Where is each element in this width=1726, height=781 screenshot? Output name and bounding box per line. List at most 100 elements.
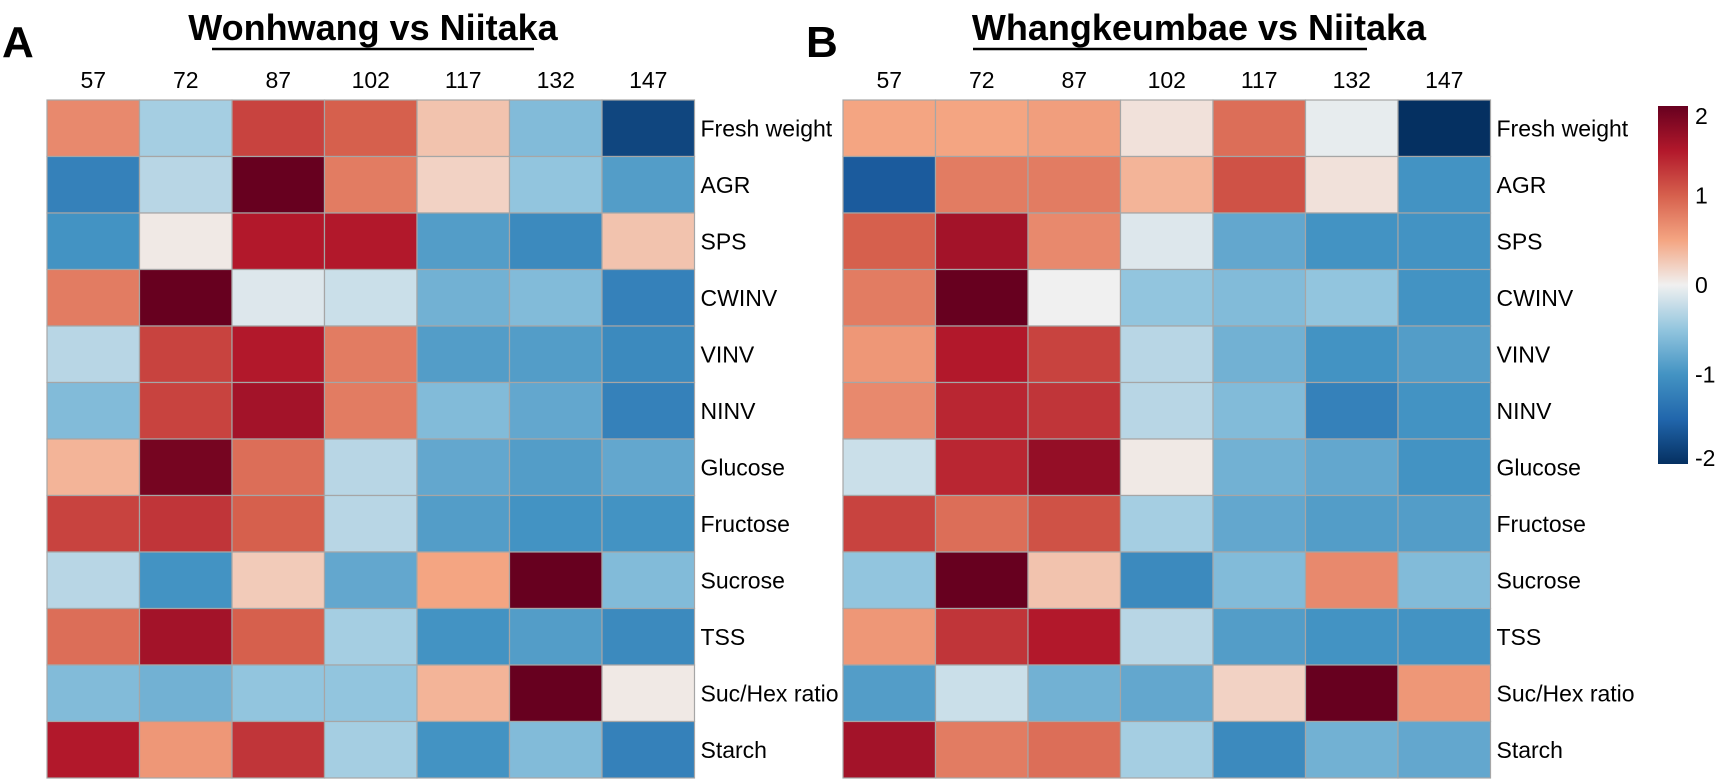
column-label: 132 xyxy=(1333,67,1371,93)
heatmap-cell xyxy=(508,325,603,384)
heatmap-cell xyxy=(508,720,603,779)
heatmap-cell xyxy=(1119,607,1214,666)
heatmap-cell xyxy=(934,268,1029,327)
heatmap-cell xyxy=(1027,268,1122,327)
colorbar-gradient xyxy=(1658,106,1688,464)
row-label: SPS xyxy=(1497,228,1543,254)
column-label: 87 xyxy=(265,67,291,93)
heatmap-cell xyxy=(1119,381,1214,440)
heatmap-cell xyxy=(508,438,603,497)
heatmap-cell xyxy=(1304,268,1399,327)
heatmap-cell xyxy=(1304,438,1399,497)
heatmap-cell xyxy=(46,155,141,214)
heatmap-cell xyxy=(842,381,937,440)
heatmap-cell xyxy=(934,325,1029,384)
row-label: SPS xyxy=(701,228,747,254)
row-label: Glucose xyxy=(1497,454,1581,480)
colorbar: 2 1 0 -1 -2 xyxy=(1658,103,1715,471)
heatmap-cell xyxy=(1212,438,1307,497)
row-label: Fructose xyxy=(1497,511,1586,537)
row-label: CWINV xyxy=(701,285,778,311)
heatmap-cell xyxy=(323,720,418,779)
heatmap-cell xyxy=(1027,438,1122,497)
heatmap-cell xyxy=(1397,494,1492,553)
heatmap-cell xyxy=(416,551,511,610)
heatmap-cell xyxy=(934,494,1029,553)
heatmap-cell xyxy=(508,268,603,327)
column-label: 72 xyxy=(173,67,199,93)
heatmap-cell xyxy=(416,381,511,440)
heatmap-cell xyxy=(508,99,603,158)
heatmap-b: 57 72 87 102 117 132 147 Fresh weight AGR SPS CWIN… xyxy=(842,67,1635,779)
heatmap-cell xyxy=(1027,664,1122,723)
heatmap-cell xyxy=(508,381,603,440)
heatmap-cell xyxy=(323,607,418,666)
heatmap-cell xyxy=(842,551,937,610)
heatmap-cell xyxy=(46,325,141,384)
heatmap-cell xyxy=(138,494,233,553)
row-label: TSS xyxy=(1497,624,1542,650)
heatmap-cell xyxy=(1304,664,1399,723)
heatmap-cell xyxy=(508,494,603,553)
row-label: Starch xyxy=(1497,737,1563,763)
row-label: Fructose xyxy=(701,511,790,537)
heatmap-cell xyxy=(46,212,141,271)
heatmap-cell xyxy=(1397,268,1492,327)
colorbar-tick-label: 0 xyxy=(1695,272,1708,298)
panel-b: B Whangkeumbae vs Niitaka 57 72 87 102 117 13… xyxy=(806,7,1635,779)
heatmap-cell xyxy=(508,155,603,214)
heatmap-cell xyxy=(416,494,511,553)
heatmap-cell xyxy=(46,664,141,723)
heatmap-cell xyxy=(1119,155,1214,214)
heatmap-a: 57 72 87 102 117 132 147 Fresh weight AGR SPS CWIN… xyxy=(46,67,839,779)
heatmap-cell xyxy=(138,720,233,779)
heatmap-cell xyxy=(1212,607,1307,666)
heatmap-cell xyxy=(508,212,603,271)
heatmap-cell xyxy=(934,664,1029,723)
heatmap-cell xyxy=(416,607,511,666)
row-label: NINV xyxy=(1497,398,1553,424)
heatmap-cell xyxy=(1397,720,1492,779)
heatmap-cell xyxy=(1304,381,1399,440)
row-label: Sucrose xyxy=(1497,567,1581,593)
column-label: 57 xyxy=(80,67,106,93)
heatmap-cell xyxy=(1304,212,1399,271)
heatmap-cell xyxy=(1119,99,1214,158)
heatmap-cell xyxy=(1027,325,1122,384)
heatmap-cell xyxy=(416,664,511,723)
heatmap-cell xyxy=(416,720,511,779)
heatmap-cell xyxy=(1119,212,1214,271)
heatmap-cell xyxy=(1397,325,1492,384)
column-label: 102 xyxy=(352,67,390,93)
heatmap-cell xyxy=(601,551,696,610)
row-label: Fresh weight xyxy=(1497,115,1629,141)
heatmap-cell xyxy=(601,720,696,779)
heatmap-cell xyxy=(138,325,233,384)
row-label: AGR xyxy=(701,172,751,198)
heatmap-cell xyxy=(1212,494,1307,553)
heatmap-cell xyxy=(138,268,233,327)
heatmap-cell xyxy=(1397,551,1492,610)
heatmap-cell xyxy=(934,212,1029,271)
column-label: 117 xyxy=(445,67,482,93)
heatmap-cell xyxy=(138,99,233,158)
heatmap-cell xyxy=(1397,664,1492,723)
row-label: Glucose xyxy=(701,454,785,480)
heatmap-cell xyxy=(1212,551,1307,610)
heatmap-cell xyxy=(1212,381,1307,440)
heatmap-cell xyxy=(1212,99,1307,158)
heatmap-cell xyxy=(1027,212,1122,271)
heatmap-cell xyxy=(138,607,233,666)
heatmap-cell xyxy=(842,268,937,327)
heatmap-cell xyxy=(231,664,326,723)
panel-a: A Wonhwang vs Niitaka 57 72 87 102 117 132 147… xyxy=(2,7,839,779)
heatmap-cell xyxy=(842,99,937,158)
heatmap-cell xyxy=(601,664,696,723)
heatmap-cell xyxy=(934,438,1029,497)
heatmap-cell xyxy=(231,155,326,214)
heatmap-cell xyxy=(138,212,233,271)
heatmap-cell xyxy=(1304,720,1399,779)
heatmap-cell xyxy=(231,325,326,384)
heatmap-cell xyxy=(1212,212,1307,271)
heatmap-cell xyxy=(1304,155,1399,214)
